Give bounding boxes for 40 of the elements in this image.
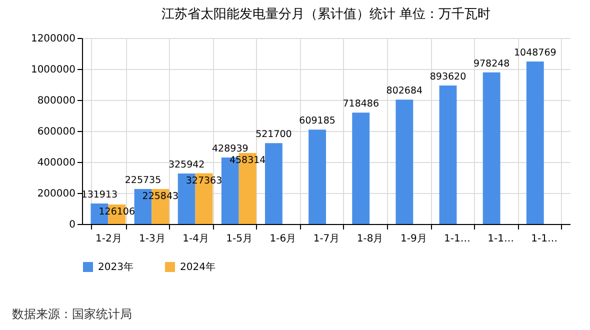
- data-label: 978248: [473, 58, 510, 70]
- x-tick-label: 1-5月: [226, 234, 253, 244]
- bar: [396, 100, 414, 224]
- data-label: 893620: [430, 71, 466, 82]
- bar: [482, 72, 500, 224]
- x-tick-label: 1-6月: [270, 234, 296, 244]
- data-label: 609185: [299, 116, 336, 127]
- legend-label: 2024年: [180, 261, 216, 273]
- source-note: 数据来源：国家统计局: [12, 306, 132, 323]
- data-label: 428939: [212, 144, 248, 155]
- x-tick-label: 1-4月: [182, 234, 209, 244]
- data-label: 718486: [342, 98, 379, 110]
- x-tick-label: 1-1…: [488, 234, 514, 244]
- x-tick-label: 1-1…: [531, 234, 558, 244]
- bar: [352, 112, 370, 224]
- chart-title: 江苏省太阳能发电量分月（累计值）统计 单位：万千瓦时: [161, 7, 491, 22]
- bar: [439, 85, 457, 224]
- legend-label: 2023年: [98, 261, 134, 273]
- x-tick-label: 1-9月: [400, 234, 427, 244]
- x-tick-label: 1-1…: [444, 234, 470, 244]
- x-tick-label: 1-7月: [313, 234, 340, 244]
- data-label: 521700: [256, 129, 292, 140]
- data-label: 802684: [386, 86, 423, 97]
- y-tick-label: 1000000: [30, 64, 76, 76]
- y-tick-label: 0: [69, 220, 76, 230]
- y-tick-label: 800000: [37, 96, 76, 106]
- x-tick-label: 1-2月: [95, 234, 122, 244]
- y-tick-label: 1200000: [30, 34, 76, 44]
- data-label: 1048769: [514, 47, 556, 58]
- bar: [265, 143, 282, 224]
- data-label: 225735: [124, 175, 162, 186]
- y-tick-label: 400000: [37, 158, 76, 168]
- y-tick-label: 600000: [37, 126, 76, 138]
- x-tick-label: 1-8月: [356, 234, 384, 244]
- bar: [526, 61, 544, 224]
- data-label: 325942: [168, 159, 205, 170]
- x-tick-label: 1-3月: [139, 234, 166, 244]
- data-label: 131913: [81, 190, 118, 201]
- bar: [308, 130, 326, 224]
- y-tick-label: 200000: [37, 188, 76, 200]
